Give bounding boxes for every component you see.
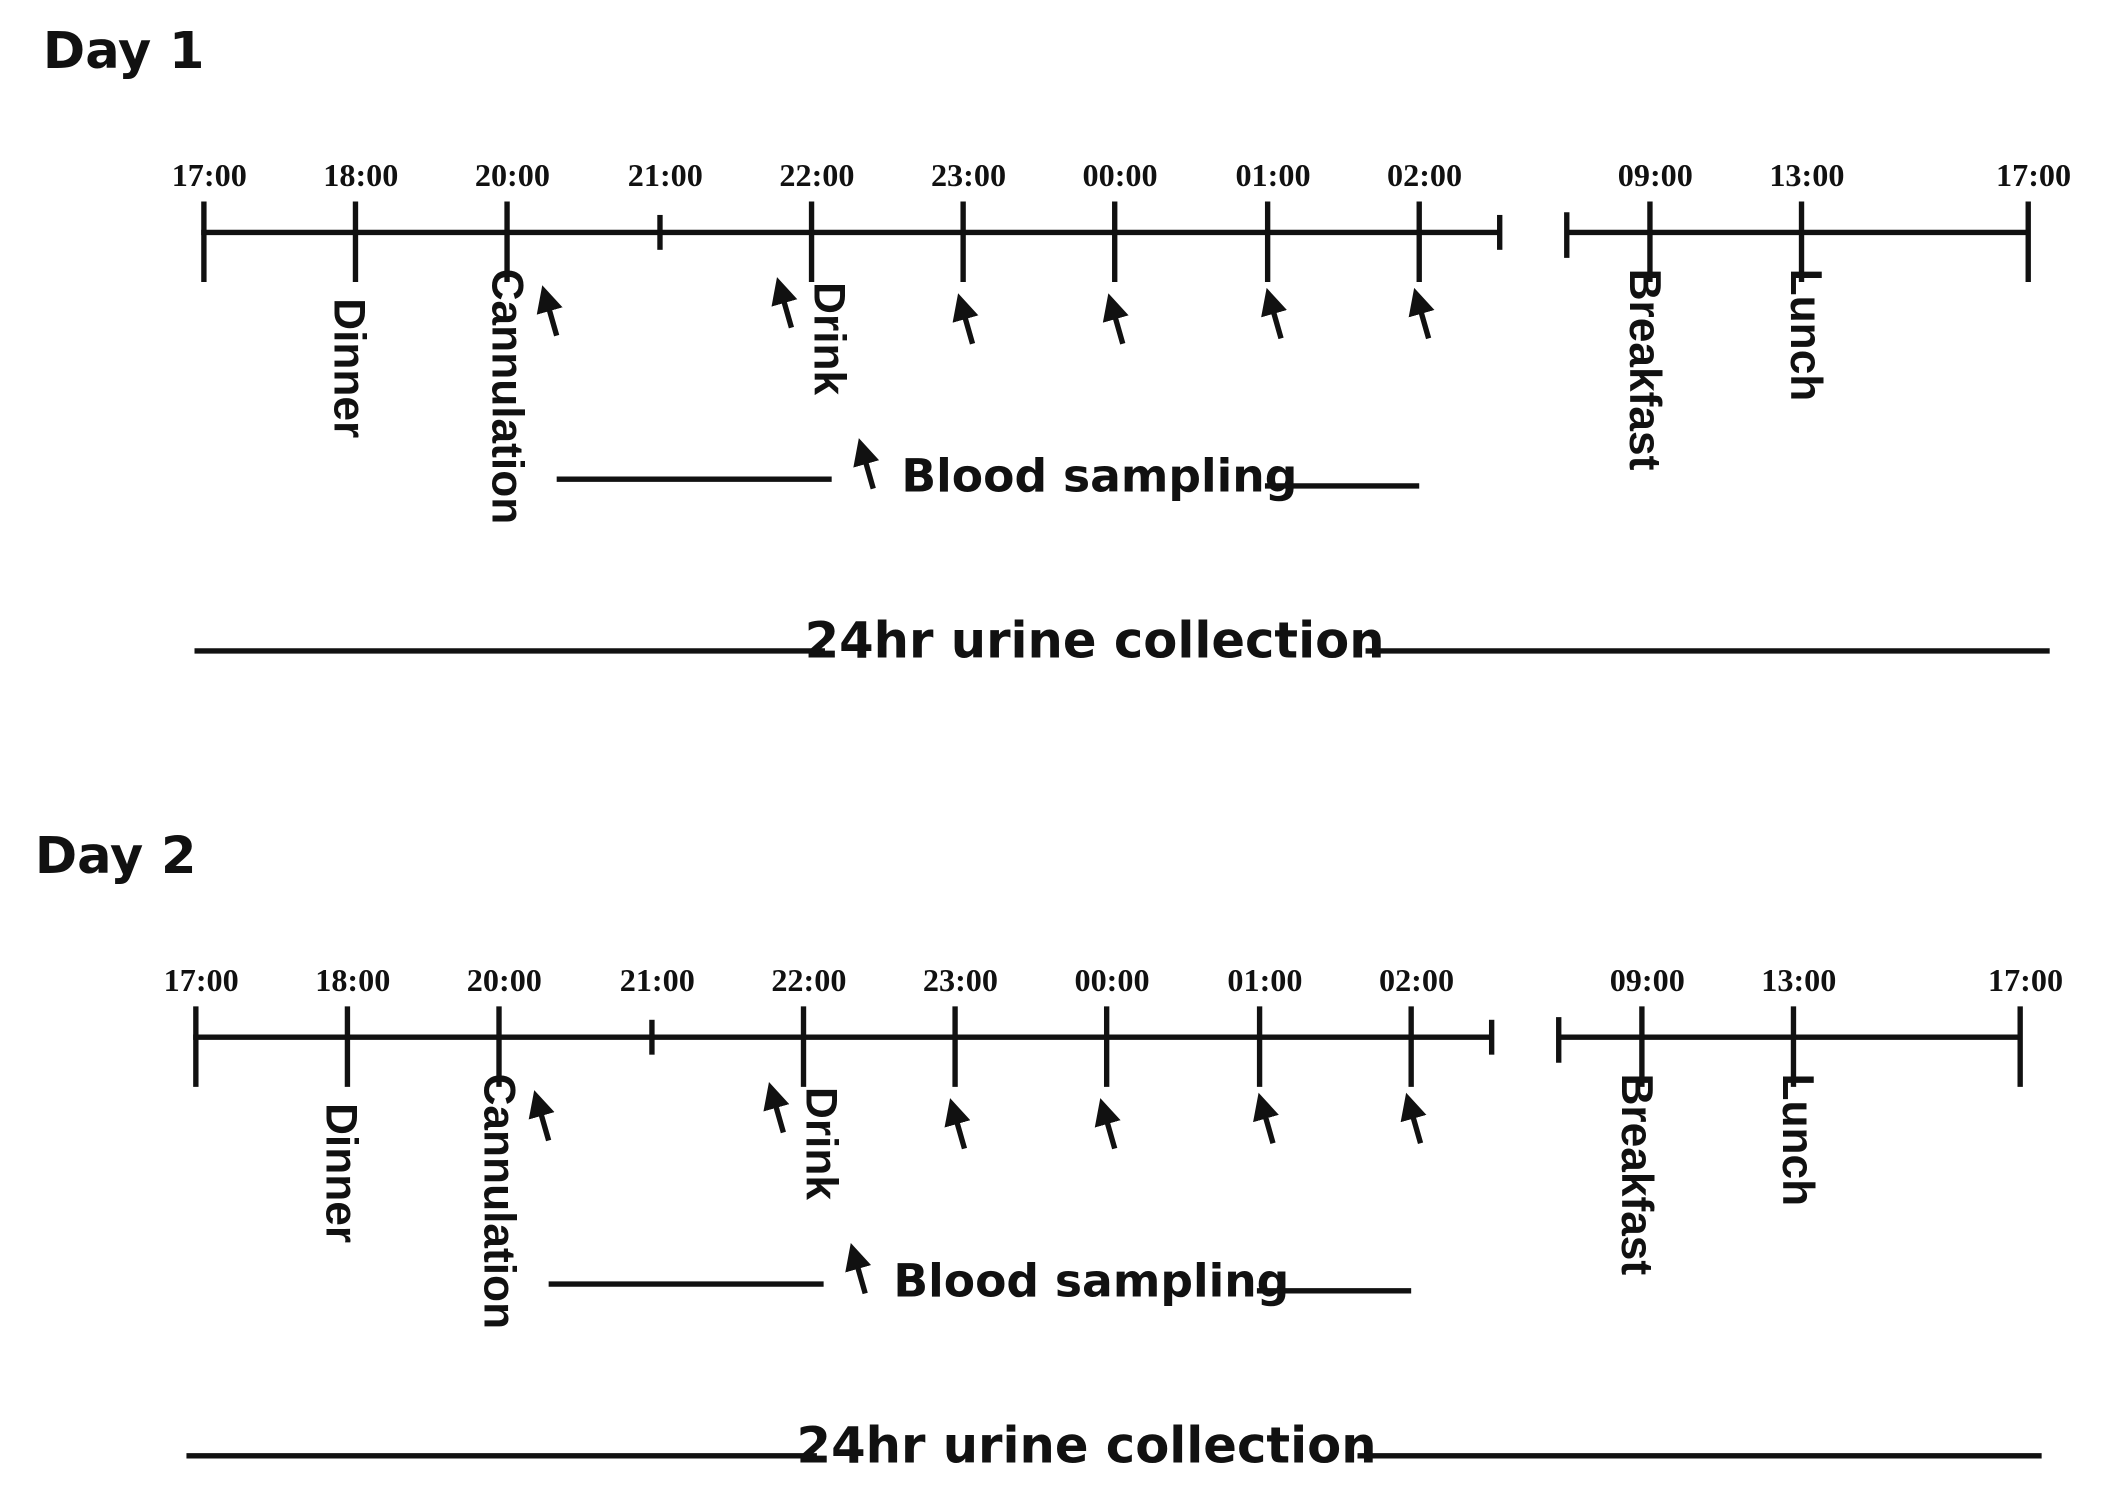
tick-label: 01:00 bbox=[1235, 157, 1310, 193]
tick-label: 02:00 bbox=[1387, 157, 1462, 193]
arrow bbox=[944, 1098, 971, 1150]
tick-label: 21:00 bbox=[628, 157, 703, 193]
tick-label: 17:00 bbox=[172, 157, 247, 193]
tick-label: 09:00 bbox=[1610, 962, 1685, 998]
event-label: Dinner bbox=[316, 1103, 365, 1243]
day-title: Day 2 bbox=[35, 827, 197, 886]
tick-label: 18:00 bbox=[315, 962, 390, 998]
arrow bbox=[1261, 287, 1287, 340]
tick-label: 21:00 bbox=[620, 962, 695, 998]
urine-label: 24hr urine collection bbox=[797, 1417, 1377, 1475]
event-label: Drink bbox=[797, 1087, 846, 1201]
event-label: Cannulation bbox=[475, 1073, 524, 1329]
tick-label: 22:00 bbox=[771, 962, 846, 998]
tick-label: 00:00 bbox=[1083, 157, 1158, 193]
tick-label: 02:00 bbox=[1379, 962, 1454, 998]
arrow bbox=[1094, 1098, 1121, 1150]
event-label: Drink bbox=[805, 282, 854, 396]
arrow bbox=[952, 293, 979, 345]
tick-label: 23:00 bbox=[931, 157, 1006, 193]
tick-label: 13:00 bbox=[1761, 962, 1836, 998]
tick-label: 20:00 bbox=[475, 157, 550, 193]
arrow bbox=[1408, 287, 1435, 340]
arrow bbox=[853, 438, 880, 490]
arrow bbox=[763, 1082, 790, 1134]
tick-label: 17:00 bbox=[1996, 157, 2071, 193]
arrow bbox=[536, 285, 563, 337]
event-label: Lunch bbox=[1781, 269, 1830, 402]
blood-label: Blood sampling bbox=[901, 450, 1297, 503]
arrow bbox=[845, 1242, 872, 1295]
event-label: Cannulation bbox=[483, 269, 532, 525]
arrow bbox=[771, 277, 798, 329]
arrow bbox=[1102, 293, 1129, 345]
tick-label: 22:00 bbox=[779, 157, 854, 193]
event-label: Lunch bbox=[1773, 1073, 1822, 1206]
tick-label: 09:00 bbox=[1618, 157, 1693, 193]
tick-label: 23:00 bbox=[923, 962, 998, 998]
tick-label: 01:00 bbox=[1227, 962, 1302, 998]
arrow bbox=[528, 1090, 555, 1142]
day-panel: Day 2 17:00 18:00 20:00 21:00 22:00 23:00 00:00… bbox=[35, 827, 2063, 1475]
event-label: Breakfast bbox=[1620, 269, 1669, 471]
tick-label: 20:00 bbox=[467, 962, 542, 998]
day-title: Day 1 bbox=[43, 22, 205, 81]
event-label: Breakfast bbox=[1612, 1073, 1661, 1275]
tick-label: 17:00 bbox=[1988, 962, 2063, 998]
urine-label: 24hr urine collection bbox=[805, 612, 1385, 670]
tick-label: 17:00 bbox=[164, 962, 239, 998]
tick-label: 00:00 bbox=[1074, 962, 1149, 998]
arrow bbox=[1253, 1092, 1279, 1144]
tick-label: 18:00 bbox=[323, 157, 398, 193]
day-panel: Day 1 17:00 18:00 20:00 21:00 22:00 23:00 00:00… bbox=[43, 22, 2071, 670]
blood-label: Blood sampling bbox=[893, 1255, 1289, 1308]
event-label: Dinner bbox=[324, 298, 373, 438]
tick-label: 13:00 bbox=[1769, 157, 1844, 193]
arrow bbox=[1400, 1092, 1427, 1144]
